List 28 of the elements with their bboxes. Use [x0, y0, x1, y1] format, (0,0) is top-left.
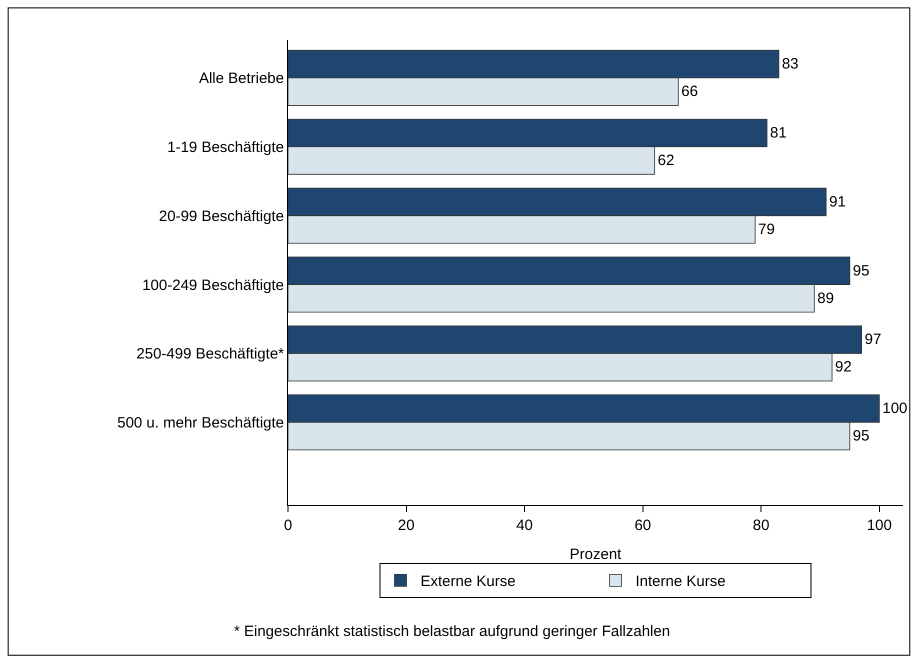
y-tick-label: 1-19 Beschäftigte	[167, 139, 284, 156]
x-tick-label: 80	[752, 517, 770, 534]
data-label: 95	[852, 428, 870, 445]
data-label: 79	[758, 220, 775, 238]
y-tick-label: 250-499 Beschäftigte*	[136, 346, 284, 363]
data-label: 83	[782, 56, 799, 73]
data-label: 91	[829, 193, 846, 210]
data-label: 66	[681, 83, 698, 100]
y-tick-label: 500 u. mehr Beschäftigte	[117, 414, 284, 432]
legend-label: Externe Kurse	[420, 573, 516, 590]
x-tick-label: 60	[634, 517, 652, 534]
x-tick-label: 0	[284, 517, 292, 534]
x-tick-label: 20	[398, 517, 415, 534]
y-tick-label: 100-249 Beschäftigte	[142, 276, 284, 294]
data-label: 95	[852, 262, 870, 280]
data-label: 81	[770, 124, 787, 142]
x-tick-label: 100	[866, 517, 892, 534]
y-tick-label: Alle Betriebe	[198, 70, 284, 88]
data-label: 100	[882, 400, 908, 418]
legend-label: Interne Kurse	[636, 573, 726, 590]
x-axis-title: Prozent	[570, 546, 622, 563]
data-label: 62	[658, 152, 674, 170]
text: * Eingeschränkt statistisch belastbar aufgrund geringer Fallzahlen	[234, 623, 670, 640]
data-label: 97	[864, 331, 882, 348]
x-tick-label: 40	[516, 517, 533, 534]
data-label: 92	[835, 358, 852, 376]
data-label: 89	[817, 290, 834, 307]
y-tick-label: 20-99 Beschäftigte	[158, 208, 284, 225]
